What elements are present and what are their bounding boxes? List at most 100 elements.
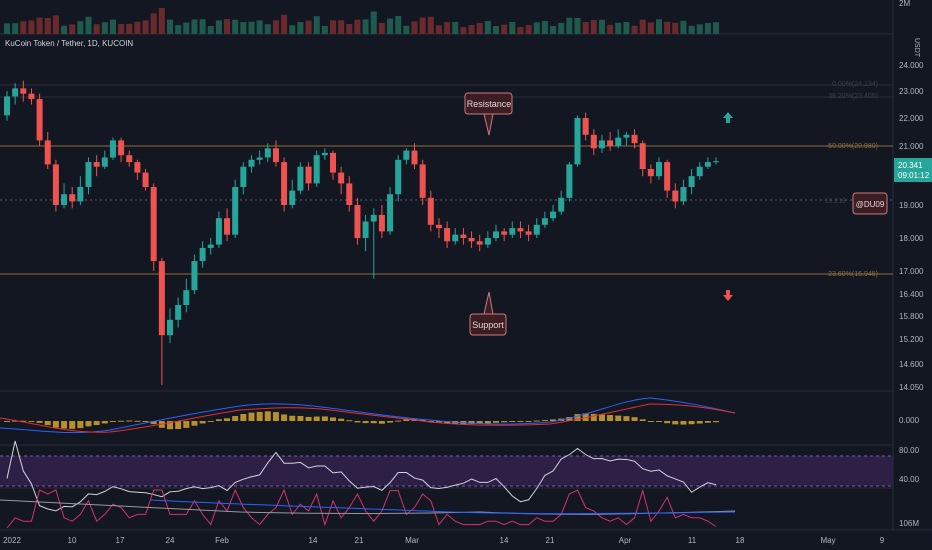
bottom-axis-label: 106M bbox=[899, 519, 919, 528]
volume-bar bbox=[704, 23, 711, 34]
price-axis[interactable]: 24.00023.00022.00021.00020.00019.00018.0… bbox=[899, 61, 924, 392]
volume-bar bbox=[378, 23, 385, 34]
macd-histogram-bar bbox=[419, 419, 426, 421]
price-axis-tick: 14.050 bbox=[899, 383, 924, 392]
rsi-axis-label-40: 40.00 bbox=[899, 475, 920, 484]
volume-bar bbox=[191, 19, 198, 34]
candle-body bbox=[582, 118, 589, 135]
candle-body bbox=[101, 157, 108, 167]
volume-bar bbox=[672, 22, 679, 34]
macd-histogram-bar bbox=[85, 421, 92, 427]
macd-histogram-bar bbox=[12, 420, 19, 422]
candle-body bbox=[558, 197, 565, 212]
arrow-up-icon bbox=[723, 112, 733, 123]
volume-bar bbox=[126, 23, 133, 34]
volume-bar bbox=[582, 22, 589, 34]
volume-bar bbox=[680, 20, 687, 34]
candle-body bbox=[468, 238, 475, 242]
macd-histogram-bar bbox=[248, 412, 255, 421]
time-axis-tick: 11 bbox=[688, 536, 697, 545]
signal-line bbox=[0, 403, 736, 433]
candle-body bbox=[647, 169, 654, 177]
volume-bar bbox=[427, 16, 434, 34]
macd-histogram-bar bbox=[370, 421, 377, 424]
time-axis-tick: 9 bbox=[880, 536, 885, 545]
volume-bar bbox=[142, 20, 149, 34]
macd-histogram-bar bbox=[435, 421, 442, 423]
volume-bar bbox=[411, 21, 418, 34]
time-axis[interactable]: 2022 10 17 24 Feb 14 21 Mar 14 21 Apr 11 18 May 9 bbox=[3, 536, 885, 545]
price-axis-tick: 16.400 bbox=[899, 290, 924, 299]
volume-bar bbox=[517, 27, 524, 34]
fib-top-b-label: 38.20%(23.405) bbox=[828, 93, 878, 100]
macd-histogram-bar bbox=[631, 417, 638, 421]
volume-bar bbox=[330, 20, 336, 34]
macd-histogram-bar bbox=[28, 420, 35, 422]
volume-bar bbox=[623, 22, 630, 34]
volume-bar bbox=[501, 24, 508, 34]
candle-body bbox=[44, 140, 51, 165]
candle-body bbox=[550, 211, 557, 219]
volume-bar bbox=[321, 26, 328, 34]
macd-histogram-bar bbox=[387, 421, 394, 423]
volume-bar bbox=[52, 15, 59, 34]
macd-histogram-bar bbox=[362, 421, 369, 424]
candle-body bbox=[452, 234, 459, 242]
candle-body bbox=[574, 118, 581, 165]
volume-bar bbox=[175, 25, 182, 34]
volume-bar bbox=[566, 17, 573, 34]
volume-bar bbox=[476, 23, 483, 34]
support-callout[interactable]: Support bbox=[469, 291, 507, 336]
bottom-indicator-line-gray bbox=[0, 499, 736, 515]
candle-body bbox=[93, 162, 100, 167]
volume-bar bbox=[256, 20, 263, 34]
candle-body bbox=[509, 228, 516, 235]
volume-bar bbox=[395, 16, 402, 34]
price-axis-tick: 14.600 bbox=[899, 360, 924, 369]
rsi-band bbox=[0, 456, 893, 486]
macd-histogram-bar bbox=[281, 414, 288, 421]
rsi-line bbox=[6, 440, 717, 512]
price-axis-tick: 23.000 bbox=[899, 87, 924, 96]
macd-histogram-bar bbox=[69, 421, 76, 429]
candle-body bbox=[77, 187, 84, 202]
candle-body bbox=[590, 134, 597, 149]
candle-body bbox=[215, 218, 222, 245]
candle-body bbox=[232, 187, 239, 235]
volume-bar bbox=[134, 21, 141, 34]
candle-body bbox=[289, 190, 296, 205]
volume-bar bbox=[468, 25, 475, 34]
volume-bar bbox=[93, 24, 100, 34]
resistance-callout[interactable]: Resistance bbox=[464, 92, 513, 136]
candle-body bbox=[61, 194, 68, 205]
macd-histogram-bar bbox=[713, 421, 720, 423]
macd-histogram-bar bbox=[656, 421, 662, 422]
volume-bar bbox=[387, 18, 394, 34]
candle-body bbox=[240, 166, 247, 187]
arrow-down-icon bbox=[723, 290, 733, 301]
macd-histogram-bar bbox=[313, 416, 320, 421]
macd-histogram-bar bbox=[126, 420, 133, 422]
candle-body bbox=[199, 247, 206, 262]
volume-bar bbox=[558, 22, 565, 34]
price-axis-tick: 17.000 bbox=[899, 267, 924, 276]
author-badge[interactable]: @DU09 bbox=[852, 192, 888, 215]
macd-histogram-bar bbox=[305, 416, 312, 421]
fib-levels bbox=[0, 84, 893, 275]
volume-bar bbox=[696, 24, 703, 34]
time-axis-tick: 21 bbox=[355, 536, 364, 545]
fib-50-label: 50.00%(20.980) bbox=[828, 143, 878, 150]
candle-body bbox=[12, 88, 19, 97]
candle-body bbox=[224, 218, 231, 235]
macd-line bbox=[0, 397, 736, 434]
macd-histogram-bar bbox=[501, 421, 508, 423]
candle-body bbox=[28, 93, 35, 100]
candle-body bbox=[330, 152, 336, 173]
candle-body bbox=[435, 224, 442, 229]
volume-bar bbox=[713, 22, 720, 34]
volume-bar bbox=[615, 22, 622, 34]
fib-top-a-label: 0.00%(24.134) bbox=[832, 81, 878, 88]
macd-histogram-bar bbox=[346, 420, 353, 422]
macd-histogram-bar bbox=[44, 421, 51, 426]
